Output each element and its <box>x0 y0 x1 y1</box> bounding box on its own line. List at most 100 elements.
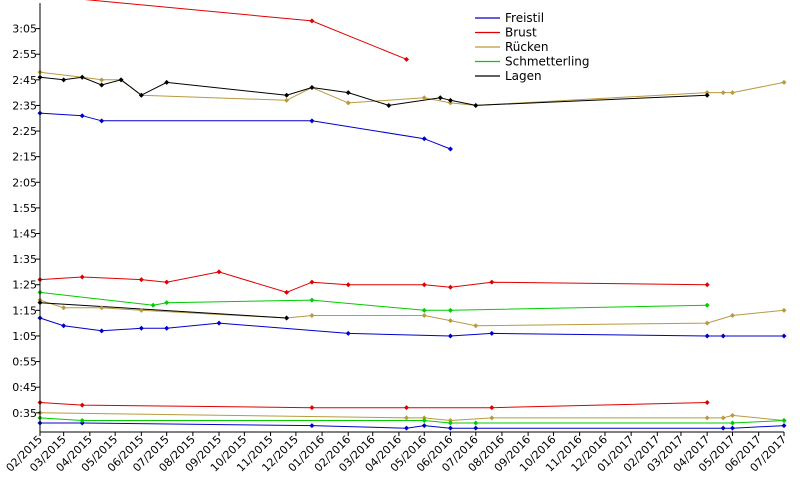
data-point-6-7 <box>447 318 453 324</box>
legend-label: Lagen <box>505 69 542 83</box>
data-point-6-9 <box>704 320 710 326</box>
data-point-2-5 <box>284 97 290 103</box>
data-point-4-3 <box>138 325 144 331</box>
data-point-9-5 <box>447 425 453 431</box>
data-point-12-6 <box>781 417 787 423</box>
data-point-3-8 <box>309 85 315 91</box>
data-point-4-9 <box>704 333 710 339</box>
data-point-4-6 <box>345 330 351 336</box>
data-point-11-6 <box>720 415 726 421</box>
data-point-12-4 <box>473 420 479 426</box>
series-line-9 <box>40 422 785 429</box>
data-point-11-3 <box>447 417 453 423</box>
data-point-5-9 <box>447 284 453 290</box>
data-point-2-8 <box>421 95 427 101</box>
data-point-12-1 <box>79 417 85 423</box>
data-point-0-3 <box>309 118 315 124</box>
data-point-5-8 <box>421 282 427 288</box>
data-point-8-1 <box>284 315 290 321</box>
data-point-5-5 <box>284 289 290 295</box>
data-point-7-3 <box>309 297 315 303</box>
data-point-6-5 <box>309 312 315 318</box>
data-point-9-4 <box>421 423 427 429</box>
data-point-0-5 <box>447 146 453 152</box>
data-point-0-4 <box>421 136 427 142</box>
data-point-0-2 <box>99 118 105 124</box>
data-point-4-4 <box>164 325 170 331</box>
data-point-10-1 <box>79 402 85 408</box>
legend-label: Brust <box>505 26 537 40</box>
data-point-3-2 <box>79 74 85 80</box>
series-line-2 <box>39 71 785 106</box>
series-line-12 <box>39 417 785 424</box>
y-tick-label: 0:55 <box>12 356 37 369</box>
data-point-4-1 <box>61 323 67 329</box>
data-point-2-9 <box>447 100 453 106</box>
data-point-4-2 <box>99 328 105 334</box>
data-point-10-4 <box>489 405 495 411</box>
data-point-9-2 <box>309 423 315 429</box>
data-point-3-10 <box>386 102 392 108</box>
data-point-12-3 <box>447 420 453 426</box>
data-point-11-2 <box>421 415 427 421</box>
data-point-5-11 <box>704 282 710 288</box>
data-point-2-2 <box>99 77 105 83</box>
data-point-6-8 <box>473 323 479 329</box>
data-point-9-3 <box>404 425 410 431</box>
y-tick-label: 0:35 <box>12 407 37 420</box>
series-line-10 <box>39 402 708 409</box>
data-point-3-6 <box>164 79 170 85</box>
data-point-2-11 <box>704 90 710 96</box>
y-tick-label: 2:45 <box>12 74 37 87</box>
y-tick-label: 2:55 <box>12 48 37 61</box>
data-point-3-1 <box>61 77 67 83</box>
y-tick-label: 1:35 <box>12 253 37 266</box>
data-point-3-13 <box>473 102 479 108</box>
data-point-9-9 <box>781 423 787 429</box>
data-point-3-12 <box>447 97 453 103</box>
data-point-0-1 <box>79 113 85 119</box>
data-point-2-13 <box>729 90 735 96</box>
data-point-7-4 <box>421 307 427 313</box>
y-tick-label: 0:45 <box>12 381 37 394</box>
data-point-7-1 <box>150 302 156 308</box>
data-point-2-7 <box>345 100 351 106</box>
data-point-2-14 <box>781 79 787 85</box>
series-line-0 <box>39 112 451 150</box>
data-point-12-5 <box>729 420 735 426</box>
data-point-10-3 <box>404 405 410 411</box>
data-point-6-10 <box>729 312 735 318</box>
series-points <box>37 18 787 431</box>
series-line-4 <box>39 317 784 337</box>
data-point-6-6 <box>421 312 427 318</box>
y-tick-label: 2:05 <box>12 176 37 189</box>
data-point-5-3 <box>164 279 170 285</box>
data-point-5-10 <box>489 279 495 285</box>
data-point-6-2 <box>99 305 105 311</box>
y-tick-label: 2:15 <box>12 151 37 164</box>
data-point-10-5 <box>704 400 710 406</box>
data-point-4-5 <box>216 320 222 326</box>
data-point-4-10 <box>720 333 726 339</box>
data-point-7-6 <box>704 302 710 308</box>
series-line-1 <box>84 0 407 60</box>
series-line-7 <box>39 291 708 311</box>
data-point-4-8 <box>489 330 495 336</box>
data-point-5-4 <box>216 269 222 275</box>
data-point-10-2 <box>309 405 315 411</box>
y-tick-label: 1:55 <box>12 202 37 215</box>
y-tick-label: 2:25 <box>12 125 37 138</box>
legend-label: Freistil <box>505 11 544 25</box>
y-tick-label: 2:35 <box>12 99 37 112</box>
data-point-9-8 <box>729 425 735 431</box>
series-line-5 <box>39 271 708 293</box>
data-point-4-7 <box>447 333 453 339</box>
data-point-1-2 <box>404 56 410 62</box>
data-point-3-9 <box>345 90 351 96</box>
y-tick-label: 1:15 <box>12 304 37 317</box>
data-point-3-5 <box>138 92 144 98</box>
data-point-1-1 <box>309 18 315 24</box>
data-point-9-1 <box>79 420 85 426</box>
